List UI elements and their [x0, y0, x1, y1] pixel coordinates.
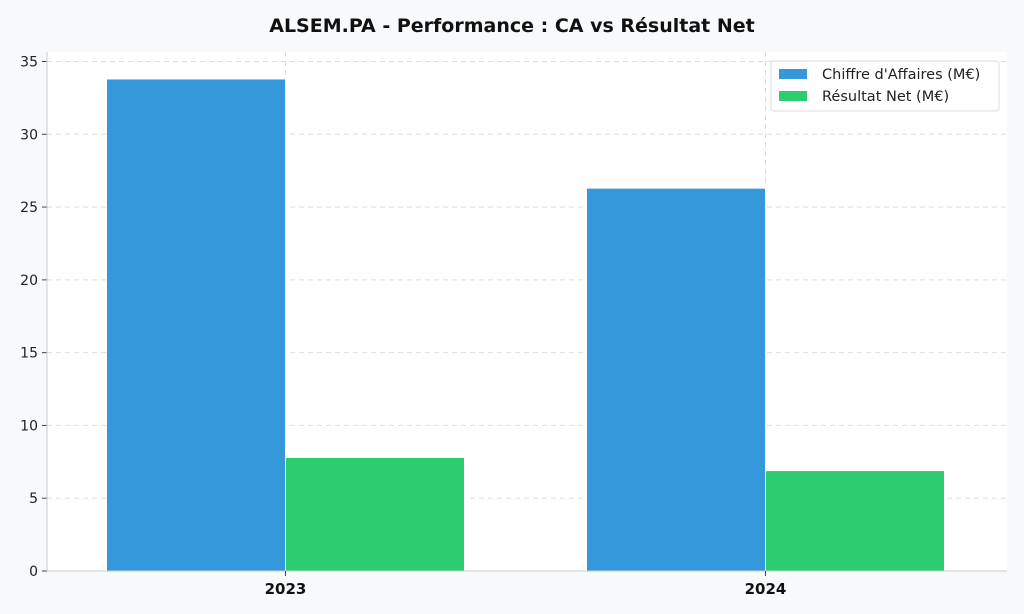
legend-label: Chiffre d'Affaires (M€) [822, 67, 980, 83]
y-tick-label: 25 [20, 200, 38, 216]
legend-swatch [779, 69, 807, 79]
axes: 0 5 10 15 20 25 30 35 2023 2024 [20, 52, 1007, 598]
bar-chiffre-affaires-2024 [586, 187, 766, 572]
bar-resultat-net-2023 [285, 456, 465, 572]
bar-chiffre-affaires-2023 [106, 78, 286, 572]
legend-swatch [779, 91, 807, 101]
y-tick-label: 20 [20, 273, 38, 289]
x-tick-label: 2023 [265, 580, 307, 598]
y-tick-label: 15 [20, 346, 38, 362]
x-tick-label: 2024 [745, 580, 787, 598]
bar-resultat-net-2024 [765, 470, 945, 572]
chart-title: ALSEM.PA - Performance : CA vs Résultat … [269, 15, 755, 37]
y-tick-label: 35 [20, 55, 38, 71]
y-tick-label: 5 [29, 491, 38, 507]
legend-box [770, 60, 1000, 112]
legend-label: Résultat Net (M€) [822, 89, 949, 105]
legend: Chiffre d'Affaires (M€) Résultat Net (M€) [770, 60, 1000, 112]
bars [106, 78, 945, 572]
y-tick-label: 30 [20, 127, 38, 143]
y-tick-label: 0 [29, 564, 38, 580]
y-tick-label: 10 [20, 418, 38, 434]
